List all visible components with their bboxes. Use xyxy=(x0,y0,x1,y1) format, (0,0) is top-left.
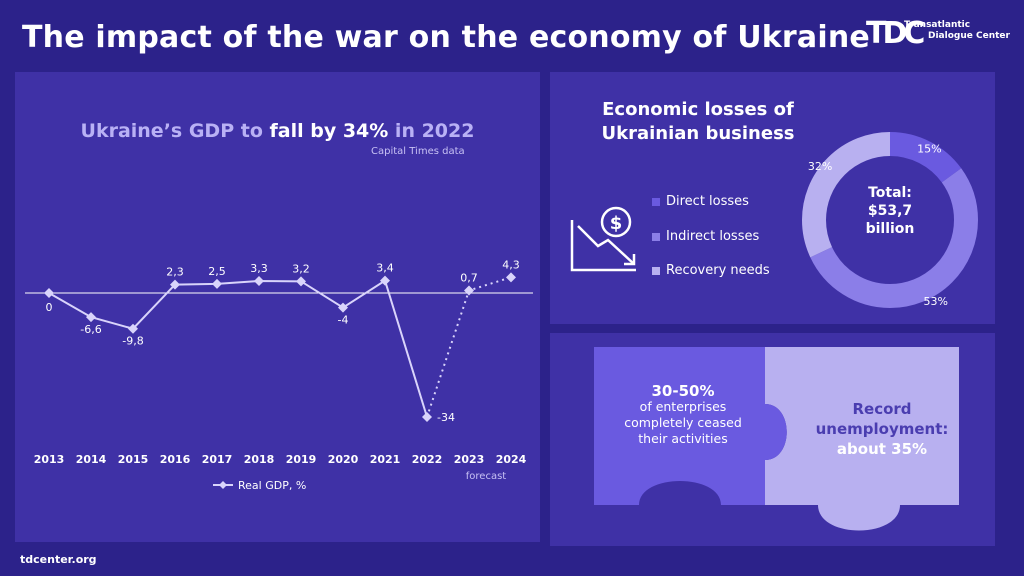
puzzle-piece-right xyxy=(765,347,959,531)
forecast-label: forecast xyxy=(466,471,507,482)
logo: TDC Transatlantic Dialogue Center xyxy=(866,14,1016,58)
legend-label: Direct losses xyxy=(666,194,749,209)
unemployment-value: about 35% xyxy=(836,440,928,458)
x-tick-label: 2016 xyxy=(160,453,191,466)
donut-center-line-1: Total: xyxy=(868,185,912,201)
donut-center-total: Total: $53,7 billion xyxy=(840,184,940,238)
x-tick-label: 2015 xyxy=(118,453,149,466)
legend-indirect-losses: Indirect losses xyxy=(652,229,759,244)
gdp-data-point xyxy=(338,302,348,313)
gdp-title-highlight: fall by 34% xyxy=(269,120,389,142)
x-tick-label: 2023 xyxy=(454,453,485,466)
logo-line-2: Dialogue Center xyxy=(928,31,1010,41)
legend-marker xyxy=(219,481,227,489)
gdp-data-label: -34 xyxy=(437,411,455,424)
losses-donut-chart: 15% 53% 32% xyxy=(802,132,978,308)
gdp-panel: Ukraine’s GDP to fall by 34% in 2022 Cap… xyxy=(15,72,540,542)
svg-text:$: $ xyxy=(610,213,623,234)
gdp-data-label: 3,3 xyxy=(250,262,268,275)
logo-mark: TDC xyxy=(866,16,925,51)
enterprises-panel: 30-50% of enterprises completely ceased … xyxy=(550,333,995,546)
enterprises-line-2: completely ceased xyxy=(624,415,742,430)
gdp-data-point xyxy=(212,278,222,289)
gdp-data-point xyxy=(422,412,432,422)
losses-title-line-2: Ukrainian business xyxy=(601,123,795,144)
losses-panel: Economic losses of Ukrainian business $ … xyxy=(550,72,995,324)
legend-label: Indirect losses xyxy=(666,229,760,244)
gdp-line-chart: 0 2013 -6,6 2014 -9,8 2015 2,3 2016 2,5 2017 3,3 20… xyxy=(25,258,533,492)
legend-swatch xyxy=(652,232,660,241)
donut-slice-label: 32% xyxy=(808,160,832,173)
puzzle-graphic xyxy=(594,347,959,531)
x-tick-label: 2013 xyxy=(34,453,65,466)
donut-slice-label: 15% xyxy=(917,143,941,156)
gdp-series-line xyxy=(48,279,428,418)
chart-legend-label: Real GDP, % xyxy=(238,479,306,492)
enterprises-line-1: of enterprises xyxy=(639,399,727,414)
gdp-data-point xyxy=(170,279,180,290)
gdp-data-label: -6,6 xyxy=(80,323,101,336)
gdp-data-label: 3,4 xyxy=(376,262,394,275)
legend-direct-losses: Direct losses xyxy=(652,194,749,209)
donut-slice xyxy=(802,132,978,308)
donut-center-line-3: billion xyxy=(865,221,915,237)
enterprises-line-3: their activities xyxy=(638,431,728,446)
x-tick-label: 2024 xyxy=(496,453,527,466)
gdp-data-label: 0,7 xyxy=(460,271,478,284)
gdp-data-point xyxy=(128,323,138,334)
donut-slice xyxy=(802,132,978,308)
gdp-data-label: -9,8 xyxy=(122,335,143,348)
donut-center-line-2: $53,7 xyxy=(867,203,913,219)
x-tick-label: 2018 xyxy=(244,453,275,466)
gdp-data-point xyxy=(296,276,306,287)
page-title: The impact of the war on the economy of … xyxy=(22,20,870,55)
losses-title: Economic losses of Ukrainian business xyxy=(578,98,818,146)
unemployment-line-1: Record xyxy=(852,400,912,418)
enterprises-stat: 30-50% of enterprises completely ceased … xyxy=(608,383,758,447)
x-tick-label: 2017 xyxy=(202,453,233,466)
gdp-source: Capital Times data xyxy=(371,146,465,157)
x-tick-label: 2022 xyxy=(412,453,443,466)
x-tick-label: 2014 xyxy=(76,453,107,466)
gdp-forecast-line xyxy=(426,276,512,418)
gdp-data-label: -4 xyxy=(338,314,349,327)
x-tick-label: 2020 xyxy=(328,453,359,466)
gdp-data-label: 2,3 xyxy=(166,266,184,279)
x-tick-label: 2019 xyxy=(286,453,317,466)
gdp-chart-title: Ukraine’s GDP to fall by 34% in 2022 xyxy=(15,120,540,142)
unemployment-stat: Record unemployment: about 35% xyxy=(802,399,962,459)
unemployment-line-2: unemployment: xyxy=(815,420,949,438)
gdp-title-pre: Ukraine’s GDP to xyxy=(80,120,270,142)
legend-swatch xyxy=(652,197,660,206)
losses-title-line-1: Economic losses of xyxy=(602,99,794,120)
gdp-data-point xyxy=(254,275,264,286)
puzzle-piece-left xyxy=(594,347,787,505)
donut-slice-label: 53% xyxy=(923,295,947,308)
x-tick-label: 2021 xyxy=(370,453,401,466)
legend-recovery-needs: Recovery needs xyxy=(652,263,770,278)
legend-label: Recovery needs xyxy=(666,263,770,278)
gdp-data-label: 4,3 xyxy=(502,258,520,271)
gdp-data-label: 2,5 xyxy=(208,265,226,278)
gdp-data-point xyxy=(86,312,96,323)
gdp-data-label: 0 xyxy=(46,301,53,314)
logo-line-1: Transatlantic xyxy=(904,20,971,30)
gdp-title-post: in 2022 xyxy=(388,120,475,142)
gdp-data-point xyxy=(464,285,474,296)
logo-text: Transatlantic Dialogue Center xyxy=(904,20,1010,42)
gdp-data-label: 3,2 xyxy=(292,262,310,275)
gdp-data-point xyxy=(44,288,54,298)
footer-url: tdcenter.org xyxy=(20,553,97,566)
enterprises-percent: 30-50% xyxy=(651,382,715,400)
gdp-data-point xyxy=(380,275,390,286)
money-loss-icon: $ xyxy=(570,206,636,272)
gdp-data-point xyxy=(506,272,516,283)
legend-swatch xyxy=(652,266,660,275)
